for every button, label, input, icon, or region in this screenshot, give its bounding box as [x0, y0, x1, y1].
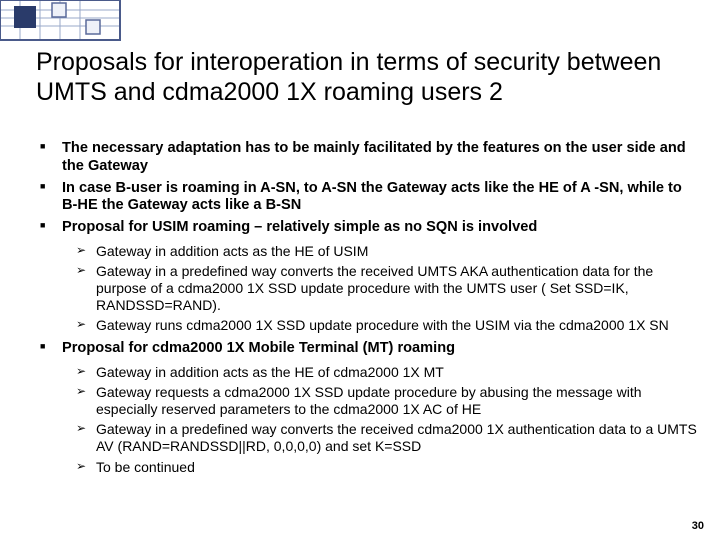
page-number: 30	[692, 520, 704, 532]
corner-decoration	[0, 0, 140, 50]
bullet-item: The necessary adaptation has to be mainl…	[36, 140, 700, 176]
sub-bullet-item: To be continued	[74, 459, 700, 476]
bullet-text: In case B-user is roaming in A-SN, to A-…	[62, 180, 682, 214]
sub-bullet-item: Gateway in a predefined way converts the…	[74, 421, 700, 455]
sub-bullet-list: Gateway in addition acts as the HE of cd…	[74, 364, 700, 475]
bullet-text: Proposal for USIM roaming – relatively s…	[62, 219, 537, 235]
sub-bullet-item: Gateway requests a cdma2000 1X SSD updat…	[74, 384, 700, 418]
bullet-text: Proposal for cdma2000 1X Mobile Terminal…	[62, 340, 455, 356]
sub-bullet-item: Gateway in a predefined way converts the…	[74, 263, 700, 314]
bullet-item: Proposal for cdma2000 1X Mobile Terminal…	[36, 340, 700, 475]
slide-content: The necessary adaptation has to be mainl…	[36, 140, 700, 482]
sub-bullet-list: Gateway in addition acts as the HE of US…	[74, 243, 700, 334]
bullet-text: The necessary adaptation has to be mainl…	[62, 140, 686, 174]
bullet-item: In case B-user is roaming in A-SN, to A-…	[36, 180, 700, 216]
sub-bullet-item: Gateway runs cdma2000 1X SSD update proc…	[74, 317, 700, 334]
slide: Proposals for interoperation in terms of…	[0, 0, 720, 540]
bullet-list: The necessary adaptation has to be mainl…	[36, 140, 700, 476]
bullet-item: Proposal for USIM roaming – relatively s…	[36, 219, 700, 334]
sub-bullet-item: Gateway in addition acts as the HE of cd…	[74, 364, 700, 381]
sub-bullet-item: Gateway in addition acts as the HE of US…	[74, 243, 700, 260]
slide-title: Proposals for interoperation in terms of…	[36, 48, 696, 107]
